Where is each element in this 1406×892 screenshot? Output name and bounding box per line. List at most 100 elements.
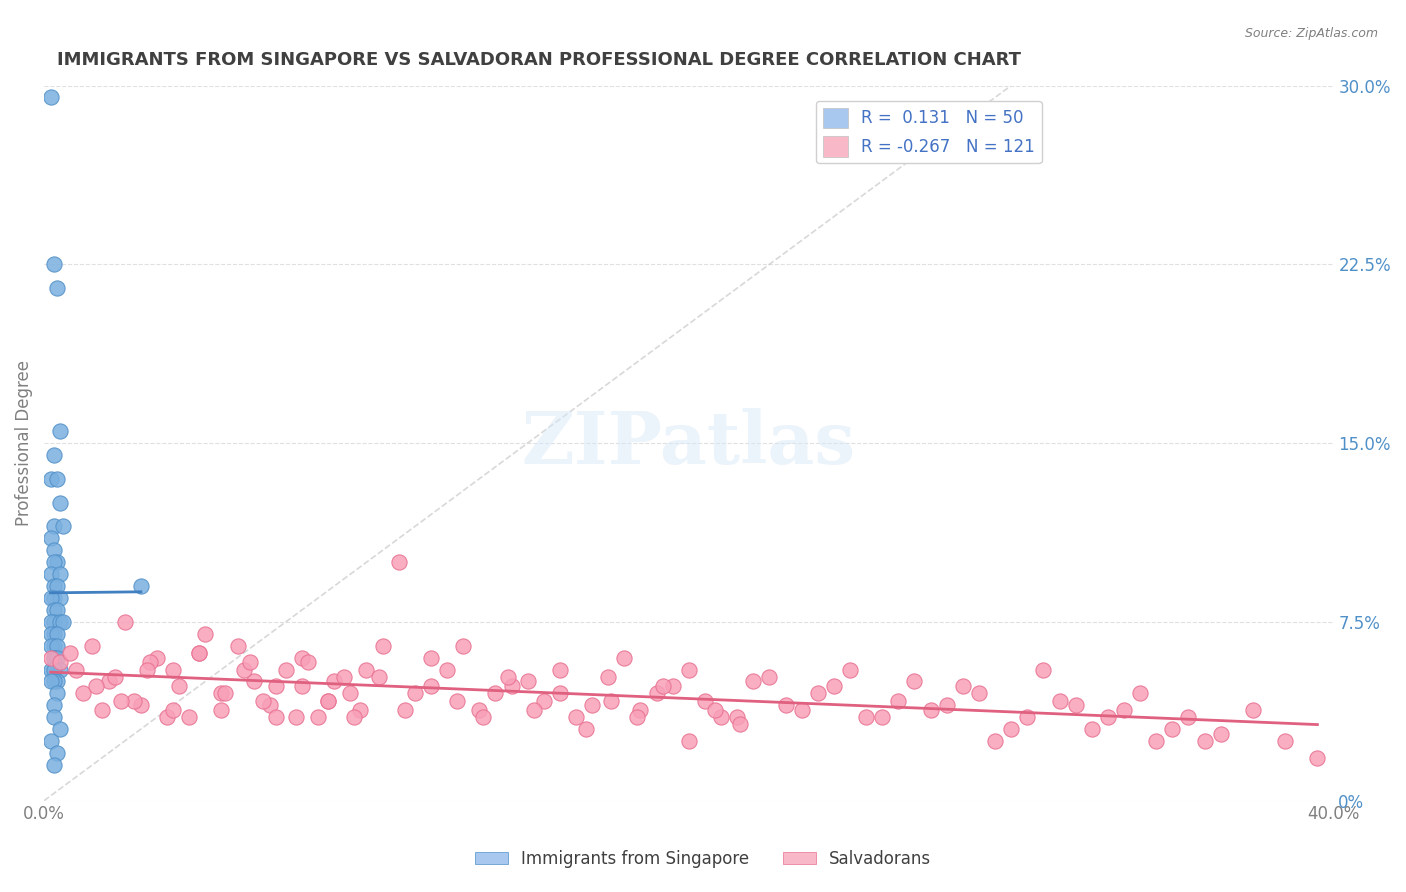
Point [1112,703,1135,717]
Text: IMMIGRANTS FROM SINGAPORE VS SALVADORAN PROFESSIONAL DEGREE CORRELATION CHART: IMMIGRANTS FROM SINGAPORE VS SALVADORAN … [58,51,1021,69]
Point [129,698,152,713]
Point [790,703,813,717]
Point [920,703,942,717]
Point [565,710,588,724]
Point [82,639,104,653]
Point [284,710,307,724]
Point [775,698,797,713]
Point [903,674,925,689]
Point [548,686,571,700]
Point [1161,722,1184,736]
Point [39,567,62,582]
Point [42,650,65,665]
Point [49,663,72,677]
Point [42,698,65,713]
Point [49,591,72,605]
Point [233,663,256,677]
Point [388,555,411,569]
Point [501,679,523,693]
Point [855,710,877,724]
Point [451,639,474,653]
Point [42,650,65,665]
Point [162,663,184,677]
Point [316,693,339,707]
Point [39,626,62,640]
Point [91,703,114,717]
Point [1274,734,1296,748]
Point [42,448,65,462]
Point [419,679,441,693]
Point [179,710,201,724]
Point [484,686,506,700]
Point [39,639,62,653]
Point [46,472,69,486]
Point [356,663,378,677]
Point [39,650,62,665]
Point [39,615,62,629]
Point [42,603,65,617]
Point [710,710,733,724]
Point [42,519,65,533]
Point [839,663,862,677]
Point [725,710,748,724]
Point [39,591,62,605]
Point [274,663,297,677]
Point [342,710,364,724]
Point [652,679,675,693]
Point [1097,710,1119,724]
Point [46,626,69,640]
Point [46,603,69,617]
Point [46,281,69,295]
Point [371,639,394,653]
Point [935,698,957,713]
Point [730,717,752,731]
Point [307,710,329,724]
Point [316,693,339,707]
Point [252,693,274,707]
Point [39,472,62,486]
Point [39,734,62,748]
Legend: Immigrants from Singapore, Salvadorans: Immigrants from Singapore, Salvadorans [468,844,938,875]
Point [162,703,184,717]
Point [169,679,191,693]
Point [42,757,65,772]
Point [1194,734,1216,748]
Point [575,722,598,736]
Point [226,639,249,653]
Point [807,686,830,700]
Point [49,615,72,629]
Point [264,679,287,693]
Point [46,555,69,569]
Point [368,670,391,684]
Point [39,90,62,104]
Point [42,579,65,593]
Point [46,650,69,665]
Point [42,615,65,629]
Point [129,579,152,593]
Point [1241,703,1264,717]
Point [887,693,910,707]
Point [146,650,169,665]
Point [42,639,65,653]
Point [613,650,636,665]
Point [42,663,65,677]
Point [136,663,159,677]
Point [242,674,264,689]
Point [626,710,648,724]
Point [516,674,538,689]
Point [114,615,136,629]
Point [52,615,75,629]
Point [436,663,458,677]
Point [209,686,232,700]
Point [209,703,232,717]
Point [498,670,520,684]
Point [291,650,314,665]
Point [446,693,468,707]
Point [46,674,69,689]
Point [49,656,72,670]
Point [703,703,725,717]
Legend: R =  0.131   N = 50, R = -0.267   N = 121: R = 0.131 N = 50, R = -0.267 N = 121 [815,101,1042,163]
Point [742,674,765,689]
Point [523,703,546,717]
Point [1177,710,1199,724]
